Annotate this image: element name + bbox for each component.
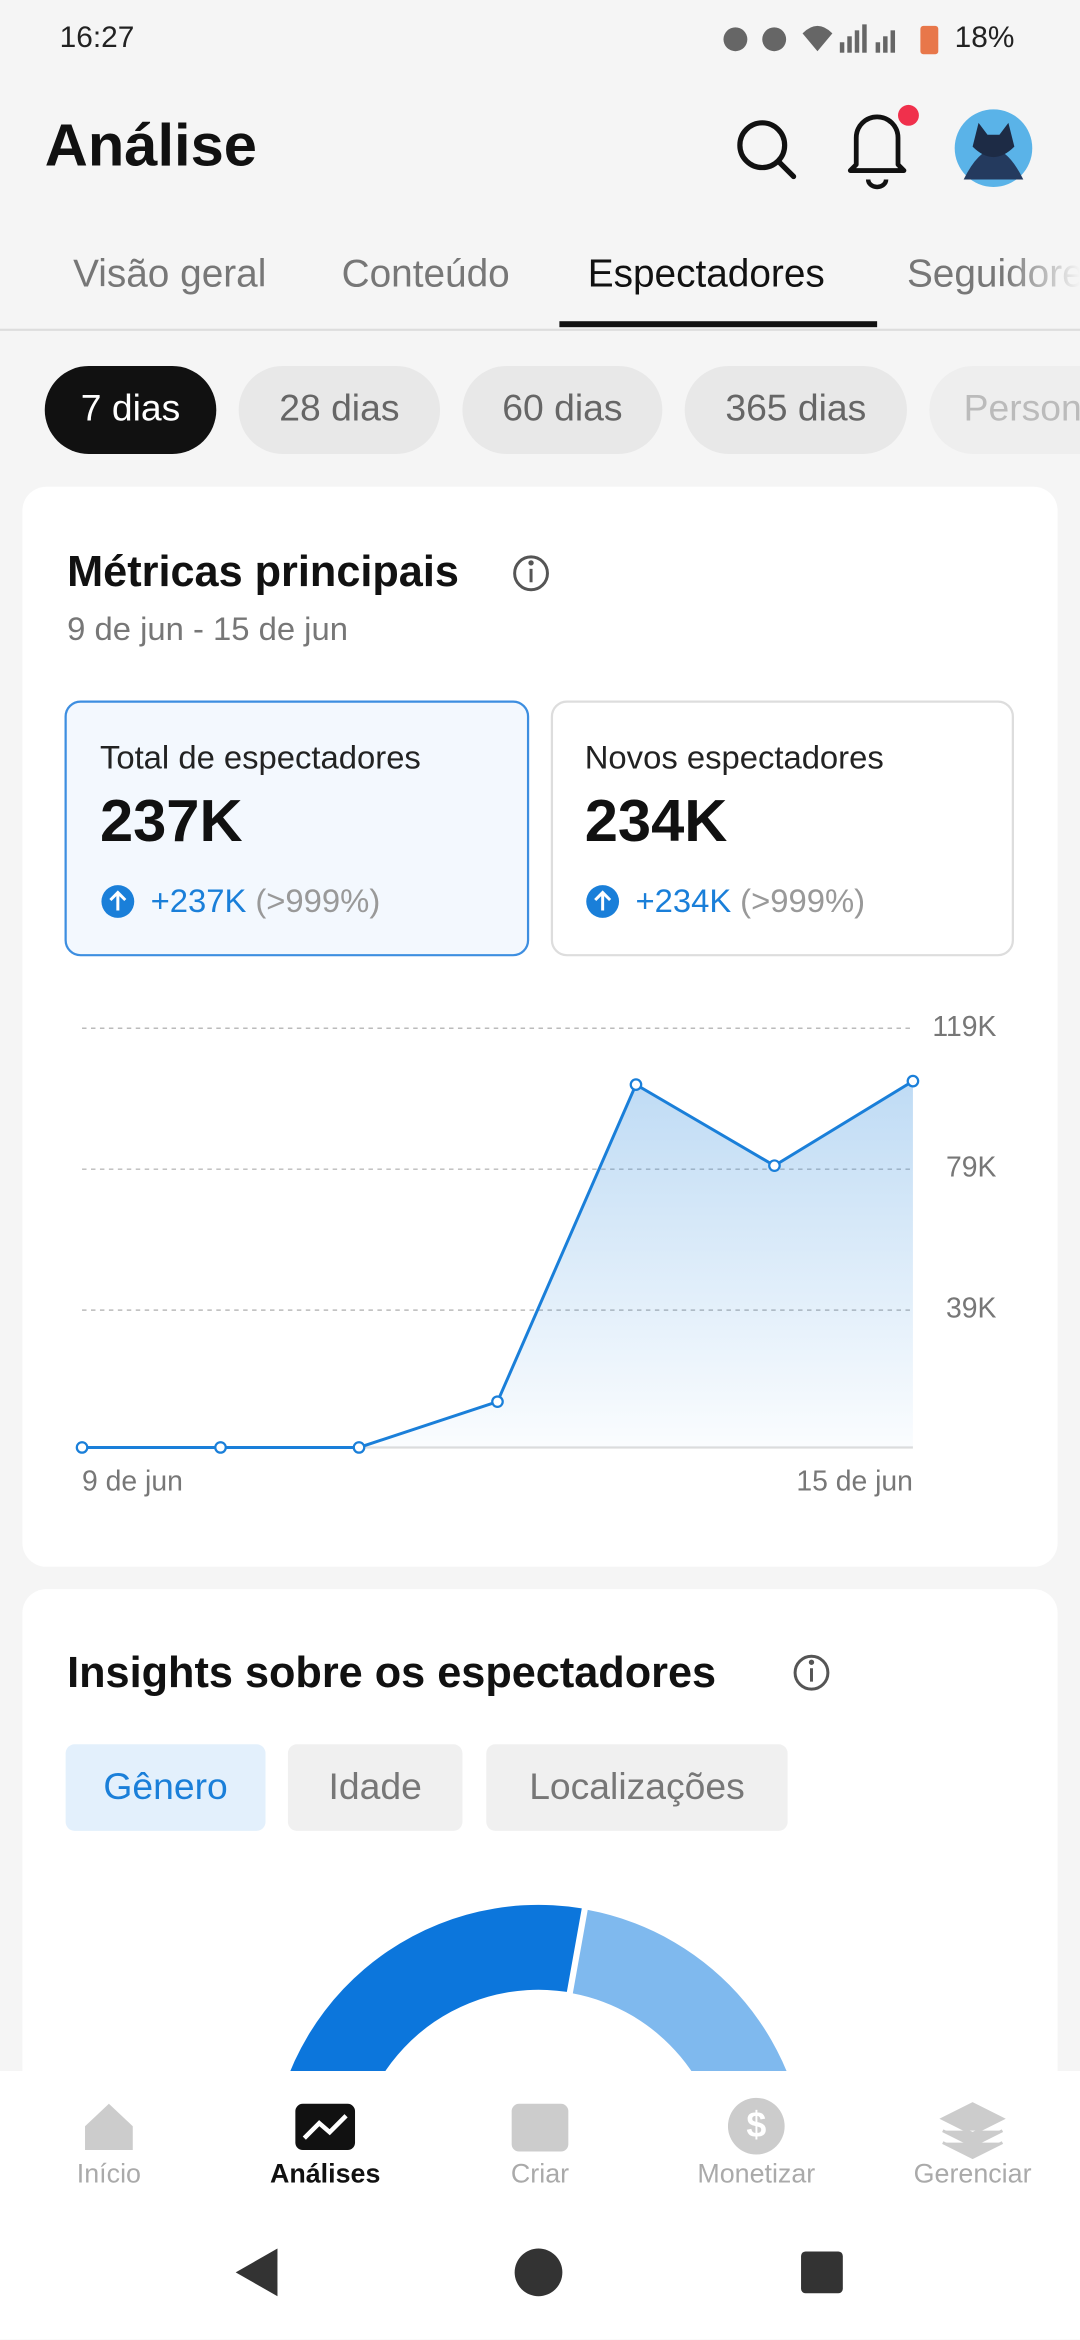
- x-tick-label: 9 de jun: [82, 1466, 183, 1498]
- metric-label: Total de espectadores: [100, 738, 421, 775]
- tab[interactable]: Conteúdo: [342, 253, 510, 296]
- change-value: +234K: [635, 882, 731, 919]
- chip[interactable]: [238, 365, 441, 454]
- insight-tabs: Gênero Idade Localizações: [65, 1744, 788, 1831]
- change-value: +237K: [151, 882, 247, 919]
- change-pct: (>999%): [255, 882, 380, 919]
- nav-icon: [295, 2103, 356, 2151]
- insight-tab-label: Idade: [329, 1765, 422, 1807]
- nav-item[interactable]: Início: [77, 2159, 141, 2189]
- status-icons: [723, 24, 939, 55]
- insight-tab-label: Localizações: [529, 1765, 745, 1807]
- chip[interactable]: [462, 365, 663, 454]
- tab[interactable]: Visão geral: [73, 253, 266, 296]
- insight-tab[interactable]: [486, 1744, 788, 1831]
- insight-tab-active[interactable]: [65, 1744, 266, 1831]
- nav-item[interactable]: Monetizar: [697, 2159, 815, 2189]
- system-back[interactable]: [235, 2248, 278, 2297]
- page-title: Análise: [45, 111, 257, 178]
- avatar[interactable]: [954, 109, 1033, 187]
- search-button[interactable]: [737, 120, 797, 180]
- metric-tile[interactable]: [550, 700, 1014, 957]
- line-chart: 39K 79K 119K 9 de jun 15 de jun: [75, 1011, 997, 1498]
- area: [82, 1081, 913, 1448]
- point: [491, 1395, 504, 1409]
- y-tick-label: 119K: [932, 1011, 996, 1043]
- chip-label: 28 dias: [279, 387, 399, 429]
- point: [352, 1441, 366, 1454]
- nav-item[interactable]: Gerenciar: [914, 2159, 1032, 2189]
- card-title: Métricas principais: [67, 548, 459, 596]
- metric-change: +237K (>999%): [151, 882, 381, 919]
- notifications-button[interactable]: [847, 104, 919, 190]
- y-tick-label: 79K: [946, 1152, 997, 1184]
- tab-indicator: [559, 321, 878, 328]
- chip-label: 60 dias: [502, 387, 622, 429]
- point: [906, 1074, 920, 1088]
- metric-value: 237K: [100, 787, 243, 854]
- chip-label: 365 dias: [725, 387, 866, 429]
- up-icon: [586, 885, 620, 918]
- status-time: 16:27: [60, 21, 135, 54]
- info-icon[interactable]: [793, 1654, 830, 1691]
- nav-icon: $: [727, 2097, 785, 2155]
- tab-active[interactable]: Espectadores: [588, 253, 825, 296]
- nav-labels: Início Análises Criar Monetizar Gerencia…: [77, 2159, 1032, 2189]
- nav-item[interactable]: Criar: [511, 2159, 569, 2189]
- chip-active[interactable]: [44, 365, 217, 454]
- system-recents[interactable]: [801, 2251, 843, 2294]
- metric-value: 234K: [585, 787, 728, 854]
- x-tick-label: 15 de jun: [796, 1466, 913, 1498]
- point: [214, 1441, 227, 1454]
- chip-label: Personalizado: [964, 387, 1080, 429]
- change-pct: (>999%): [740, 882, 865, 919]
- y-tick-label: 39K: [946, 1293, 997, 1325]
- status-battery: 18%: [955, 21, 1015, 54]
- up-icon: [101, 885, 135, 918]
- chip-label: 7 dias: [81, 387, 180, 429]
- point: [768, 1159, 781, 1173]
- tab-fade: [1005, 224, 1080, 329]
- insight-tab[interactable]: [287, 1744, 463, 1831]
- insights-card: [22, 1589, 1058, 2186]
- system-home[interactable]: [514, 2248, 563, 2297]
- metric-change: +234K (>999%): [635, 882, 865, 919]
- nav-item-active[interactable]: Análises: [270, 2159, 380, 2189]
- period-chips: 7 dias 28 dias 60 dias 365 dias Personal…: [44, 365, 1080, 454]
- chip[interactable]: [684, 365, 907, 454]
- metric-tile-active[interactable]: [64, 700, 530, 957]
- insight-tab-label: Gênero: [103, 1765, 227, 1807]
- card-title: Insights sobre os espectadores: [67, 1649, 716, 1697]
- point: [629, 1078, 643, 1091]
- info-icon[interactable]: [513, 555, 549, 592]
- nav-icon: [85, 2103, 133, 2151]
- svg-text:$: $: [746, 2105, 766, 2145]
- tab-divider: [0, 328, 1080, 331]
- metric-label: Novos espectadores: [585, 738, 884, 775]
- chip[interactable]: [929, 365, 1080, 454]
- date-range: 9 de jun - 15 de jun: [67, 610, 348, 647]
- nav-icon: [511, 2103, 569, 2152]
- point: [75, 1441, 89, 1454]
